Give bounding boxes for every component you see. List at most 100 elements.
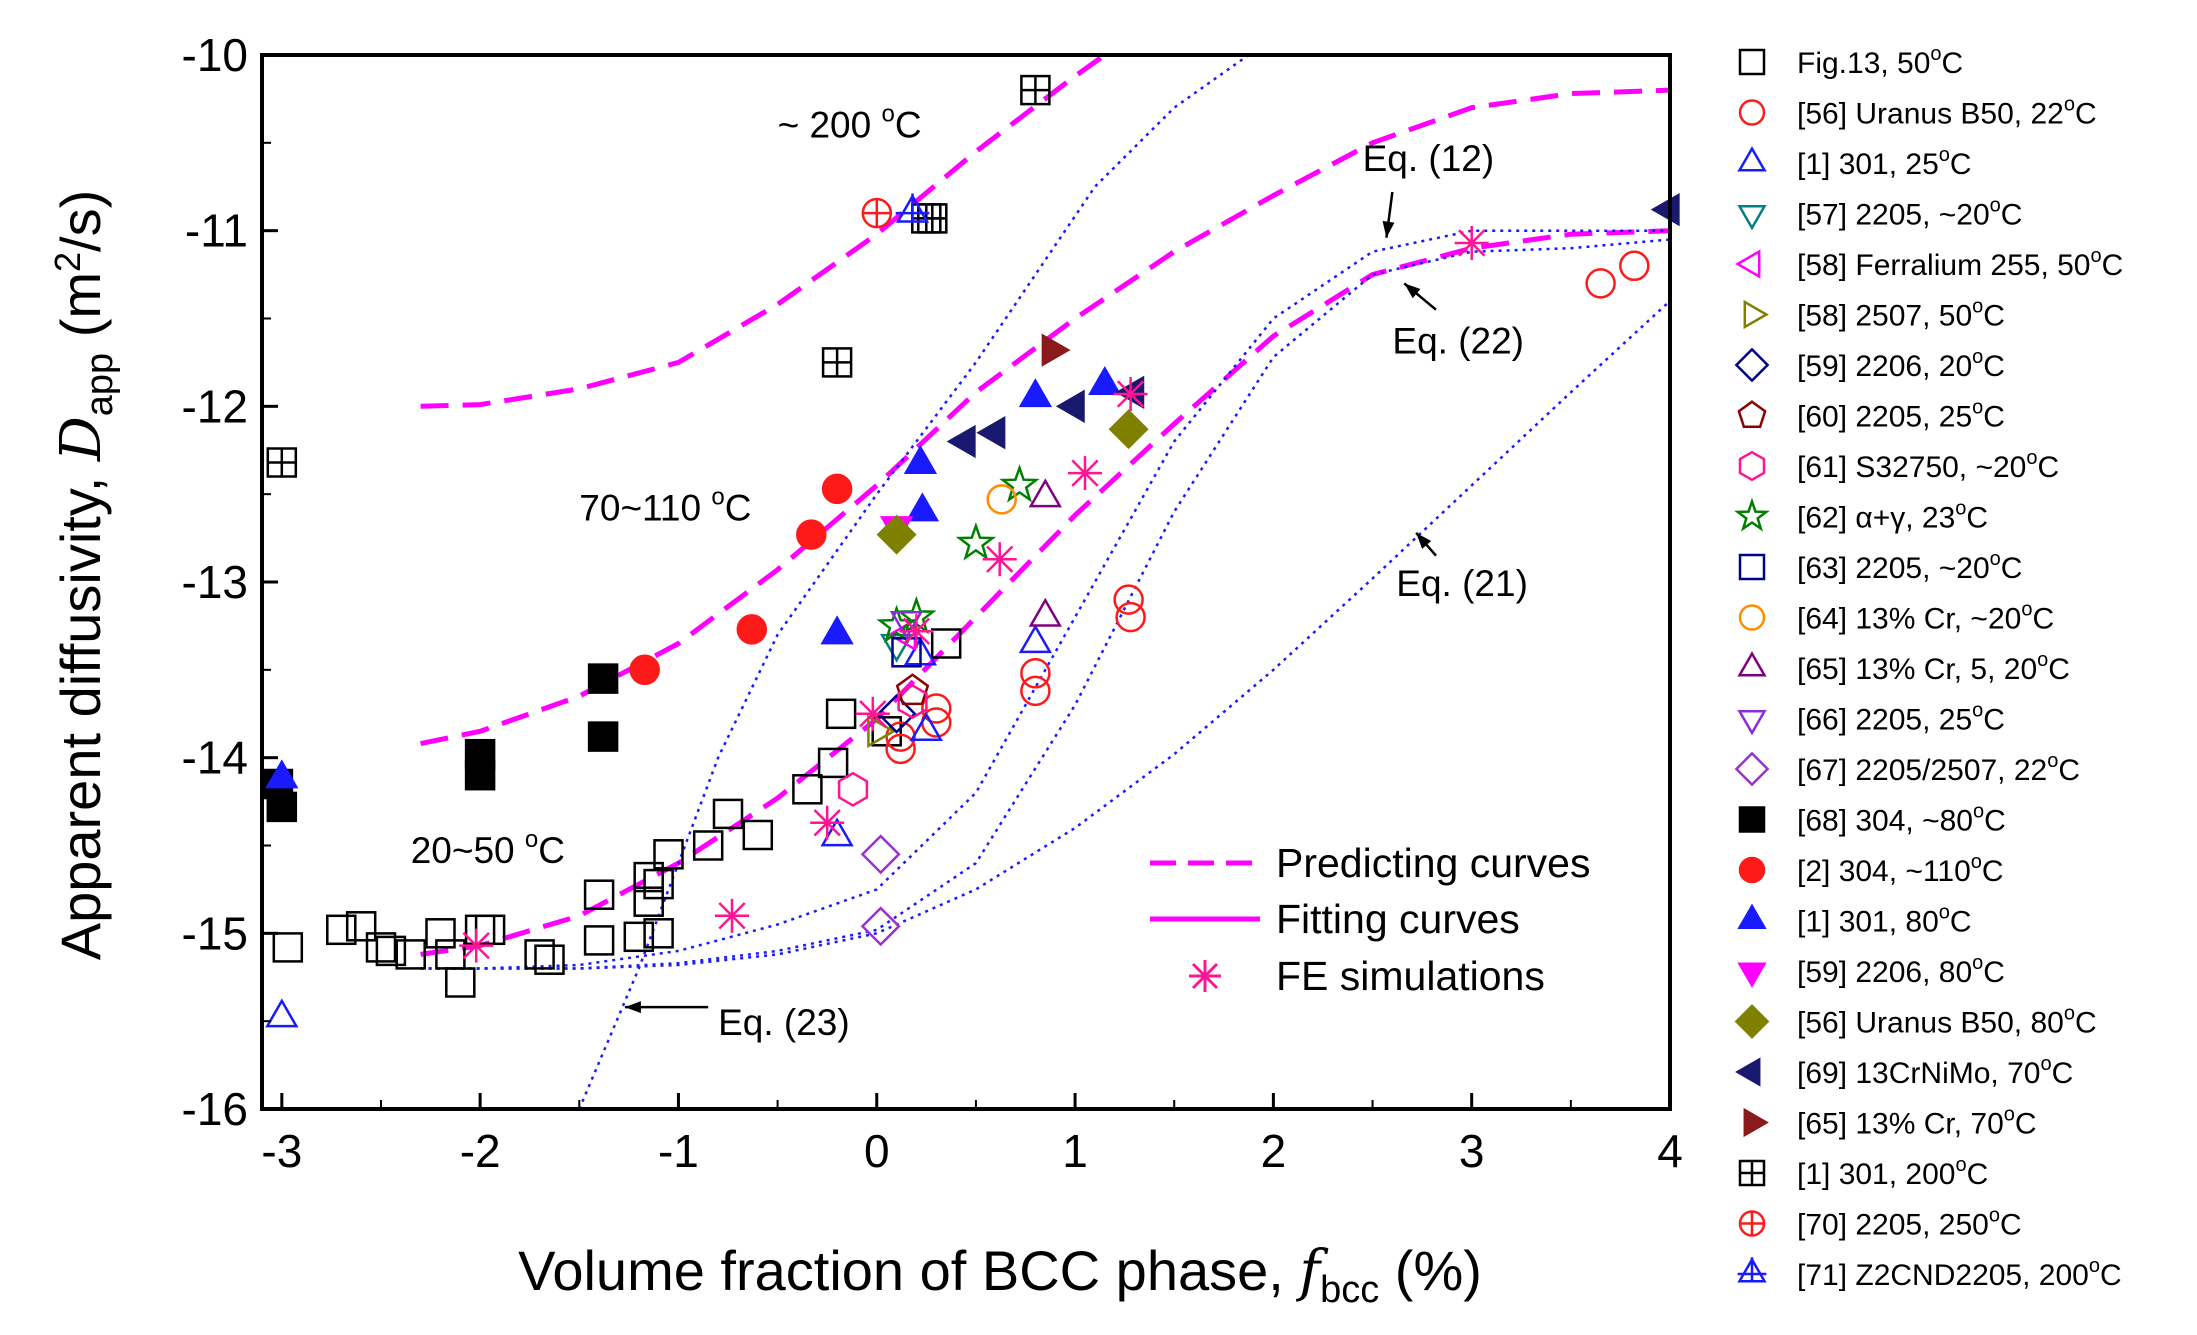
data-point	[587, 663, 619, 694]
legend-marker	[1734, 1004, 1770, 1039]
legend-entry-label: [1] 301, 80oC	[1797, 902, 1972, 939]
legend-entry-label: [56] Uranus B50, 22oC	[1797, 94, 2097, 131]
data-point	[1028, 597, 1062, 627]
data-point	[867, 714, 897, 748]
legend-entry-label: [60] 2205, 25oC	[1797, 397, 2005, 434]
arrowhead-eq23	[624, 1001, 641, 1014]
data-point	[587, 721, 619, 752]
legend-marker	[1738, 99, 1766, 126]
legend-marker	[1743, 1107, 1769, 1138]
inner-legend: Predicting curves Fitting curves FE simu…	[1150, 840, 1590, 999]
legend-marker	[1734, 751, 1770, 787]
curve-predicting-curve-20-50-c	[420, 228, 1670, 957]
data-point	[534, 944, 565, 975]
legend-marker	[1738, 48, 1766, 76]
data-point	[583, 925, 615, 956]
data-point	[692, 830, 724, 861]
data-point	[930, 628, 962, 659]
data-point	[633, 861, 664, 893]
annotation-70-110c: 70~110 oC	[579, 484, 751, 529]
legend-entry-label: [61] S32750, ~20oC	[1797, 447, 2059, 484]
legend-entry-label: [57] 2205, ~20oC	[1797, 195, 2022, 232]
x-tick-label: 1	[1062, 1125, 1088, 1177]
inner-legend-fitting: Fitting curves	[1276, 896, 1520, 942]
data-point	[825, 698, 857, 730]
annotation-eq22: Eq. (22)	[1392, 321, 1524, 362]
data-point	[265, 998, 299, 1028]
data-point	[821, 473, 853, 505]
data-point	[1113, 584, 1144, 615]
y-tick-label: -16	[182, 1083, 248, 1135]
legend: Fig.13, 50oC [56] Uranus B50, 22oC [1] 301…	[1734, 43, 2123, 1292]
legend-marker	[1737, 651, 1767, 677]
annotation-eq21: Eq. (21)	[1396, 563, 1528, 604]
data-point	[1088, 365, 1122, 395]
x-tick-label: -1	[658, 1125, 699, 1177]
data-point	[821, 347, 853, 378]
data-point	[909, 711, 943, 741]
legend-marker	[1738, 450, 1766, 482]
y-tick-label: -11	[185, 205, 248, 257]
legend-marker	[1737, 400, 1767, 428]
data-point	[1020, 675, 1051, 707]
arrowhead-eq12	[1382, 221, 1395, 238]
data-point	[435, 939, 466, 970]
data-point	[897, 683, 928, 720]
data-point	[395, 939, 426, 970]
data-point	[265, 759, 299, 789]
legend-entry-label: [58] 2507, 50oC	[1797, 296, 2005, 333]
legend-marker	[1734, 347, 1770, 383]
legend-entry-label: [2] 304, ~110oC	[1797, 851, 2004, 888]
data-point	[1650, 192, 1680, 227]
x-tick-label: 4	[1657, 1125, 1683, 1177]
data-point	[860, 834, 901, 875]
fe-simulation-point	[855, 696, 890, 731]
fe-simulation-point	[810, 805, 845, 840]
data-point	[817, 747, 849, 779]
y-tick-label: -10	[182, 29, 248, 81]
legend-entry-label: [64] 13% Cr, ~20oC	[1797, 599, 2054, 636]
data-point	[583, 879, 615, 910]
x-tick-label: 2	[1261, 1125, 1287, 1177]
data-point	[796, 519, 827, 550]
data-point	[464, 759, 496, 791]
y-tick-label: -12	[182, 380, 248, 432]
legend-entry-label: [69] 13CrNiMo, 70oC	[1797, 1053, 2073, 1090]
legend-entry-label: [62] α+γ, 23oC	[1797, 498, 1988, 535]
legend-marker	[1738, 806, 1766, 833]
legend-marker	[1735, 249, 1761, 279]
legend-entry-label: [67] 2205/2507, 22oC	[1797, 750, 2080, 787]
data-point	[712, 798, 744, 830]
data-point	[921, 693, 952, 724]
data-point	[445, 967, 476, 998]
ticks-layer: -3 -2 -1 0 1 2 3 4-16-15-14-13-12-11-10	[182, 29, 1683, 1177]
data-point	[736, 614, 768, 645]
data-point	[946, 424, 976, 459]
legend-entry-label: [70] 2205, 250oC	[1797, 1205, 2022, 1242]
legend-entry-label: [68] 304, ~80oC	[1797, 801, 2006, 838]
inner-legend-fe: FE simulations	[1276, 953, 1545, 999]
annotation-20-50c: 20~50 oC	[411, 826, 565, 871]
annotation-eq12: Eq. (12)	[1363, 138, 1495, 179]
data-point	[474, 914, 506, 946]
legend-entry-label: [1] 301, 25oC	[1797, 144, 1972, 181]
data-point	[643, 918, 674, 949]
data-point	[895, 673, 930, 706]
legend-marker	[1743, 299, 1769, 330]
inner-legend-fe-swatch	[1189, 960, 1221, 992]
legend-entry-label: [66] 2205, 25oC	[1797, 700, 2005, 737]
data-point	[1018, 624, 1053, 654]
data-point	[1041, 333, 1071, 367]
legend-marker	[1737, 1257, 1767, 1283]
data-point	[861, 197, 893, 229]
legend-marker	[1737, 205, 1767, 231]
data-point	[820, 615, 854, 645]
data-point	[1028, 478, 1062, 508]
x-tick-label: -3	[261, 1125, 302, 1177]
legend-entry-label: [63] 2205, ~20oC	[1797, 548, 2022, 585]
data-point	[1018, 378, 1053, 408]
data-point	[345, 911, 377, 942]
data-point	[860, 906, 901, 947]
points-layer	[262, 74, 1680, 1028]
